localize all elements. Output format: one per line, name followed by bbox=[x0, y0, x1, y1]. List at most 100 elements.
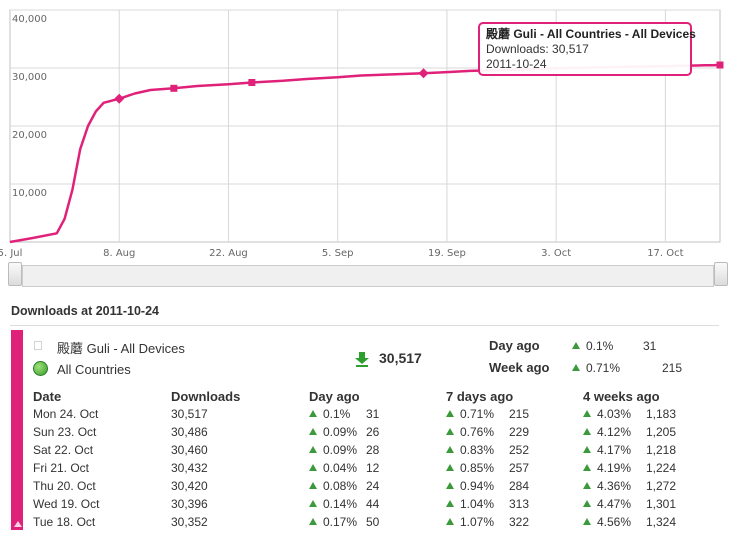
up-arrow-icon bbox=[583, 518, 591, 525]
cell-d-val: 44 bbox=[366, 497, 380, 511]
cell-m-val: 1,205 bbox=[646, 425, 677, 439]
x-tick-label: 3. Oct bbox=[541, 248, 571, 259]
x-tick-label: 8. Aug bbox=[103, 248, 135, 259]
cell-w-pct: 0.71% bbox=[446, 407, 494, 421]
x-tick-label: 5. Jul bbox=[0, 248, 22, 259]
series-color-bar bbox=[11, 330, 23, 530]
table-row: Tue 18. Oct 30,352 0.17% 50 1.07% 322 4.56% 1,3… bbox=[33, 515, 723, 533]
cell-d-pct: 0.09% bbox=[309, 425, 357, 439]
data-point-marker[interactable] bbox=[170, 84, 178, 92]
col-header-4-weeks-ago: 4 weeks ago bbox=[583, 389, 660, 404]
y-tick-label: 20,000 bbox=[12, 130, 47, 141]
cell-w-pct: 0.76% bbox=[446, 425, 494, 439]
cell-w-pct: 1.04% bbox=[446, 497, 494, 511]
y-tick-label: 30,000 bbox=[12, 72, 47, 83]
cell-w-pct: 1.07% bbox=[446, 515, 494, 529]
up-arrow-icon bbox=[446, 446, 454, 453]
scrollbar-left-handle[interactable] bbox=[8, 262, 22, 286]
divider bbox=[10, 325, 719, 326]
data-point-marker[interactable] bbox=[418, 68, 429, 79]
table-row: Sun 23. Oct 30,486 0.09% 26 0.76% 229 4.12% 1,2… bbox=[33, 425, 723, 443]
cell-date: Mon 24. Oct bbox=[33, 407, 99, 421]
cell-m-pct: 4.12% bbox=[583, 425, 631, 439]
day-ago-val: 31 bbox=[643, 339, 657, 353]
x-tick-label: 17. Oct bbox=[647, 248, 683, 259]
cell-d-val: 31 bbox=[366, 407, 380, 421]
cell-w-val: 322 bbox=[509, 515, 530, 529]
cell-downloads: 30,420 bbox=[171, 479, 208, 493]
data-point-marker[interactable] bbox=[114, 93, 125, 104]
data-point-marker[interactable] bbox=[248, 79, 256, 86]
chart-tooltip: 殿蘑 Guli - All Countries - All Devices Do… bbox=[478, 22, 696, 76]
up-arrow-icon bbox=[309, 446, 317, 453]
cell-date: Wed 19. Oct bbox=[33, 497, 100, 511]
cell-d-val: 28 bbox=[366, 443, 380, 457]
up-arrow-icon bbox=[572, 364, 580, 371]
cell-date: Sun 23. Oct bbox=[33, 425, 97, 439]
up-arrow-icon bbox=[572, 342, 580, 349]
week-ago-label: Week ago bbox=[489, 360, 550, 375]
up-arrow-icon bbox=[446, 518, 454, 525]
cell-date: Fri 21. Oct bbox=[33, 461, 90, 475]
countries-label: All Countries bbox=[57, 362, 131, 377]
collapse-triangle-icon[interactable] bbox=[14, 521, 22, 527]
cell-m-val: 1,324 bbox=[646, 515, 677, 529]
up-arrow-icon bbox=[309, 464, 317, 471]
cell-w-val: 229 bbox=[509, 425, 530, 439]
apple-icon:  bbox=[33, 338, 47, 354]
up-arrow-icon bbox=[309, 482, 317, 489]
up-arrow-icon bbox=[446, 410, 454, 417]
scrollbar-right-handle[interactable] bbox=[714, 262, 728, 286]
up-arrow-icon bbox=[583, 428, 591, 435]
cell-w-pct: 0.83% bbox=[446, 443, 494, 457]
tooltip-title: 殿蘑 Guli - All Countries - All Devices bbox=[486, 27, 696, 41]
x-tick-label: 19. Sep bbox=[428, 248, 466, 259]
cell-m-pct: 4.36% bbox=[583, 479, 631, 493]
cell-d-pct: 0.1% bbox=[309, 407, 350, 421]
cell-d-val: 26 bbox=[366, 425, 380, 439]
app-name: 殿蘑 Guli - All Devices bbox=[57, 341, 185, 356]
download-icon bbox=[355, 352, 369, 368]
y-tick-label: 10,000 bbox=[12, 188, 47, 199]
cell-downloads: 30,352 bbox=[171, 515, 208, 529]
cell-m-val: 1,272 bbox=[646, 479, 677, 493]
cell-date: Sat 22. Oct bbox=[33, 443, 94, 457]
data-point-marker[interactable] bbox=[716, 61, 724, 69]
tooltip-downloads: Downloads: 30,517 bbox=[486, 42, 589, 56]
table-row: Wed 19. Oct 30,396 0.14% 44 1.04% 313 4.47% 1,3… bbox=[33, 497, 723, 515]
section-title: Downloads at 2011-10-24 bbox=[11, 304, 159, 318]
cell-w-val: 252 bbox=[509, 443, 530, 457]
cell-w-val: 313 bbox=[509, 497, 530, 511]
col-header-downloads: Downloads bbox=[171, 389, 241, 404]
cell-d-pct: 0.08% bbox=[309, 479, 357, 493]
cell-d-pct: 0.09% bbox=[309, 443, 357, 457]
cell-date: Thu 20. Oct bbox=[33, 479, 96, 493]
up-arrow-icon bbox=[583, 446, 591, 453]
cell-downloads: 30,432 bbox=[171, 461, 208, 475]
cell-w-pct: 0.85% bbox=[446, 461, 494, 475]
cell-w-val: 257 bbox=[509, 461, 530, 475]
chart-navigator-scrollbar[interactable] bbox=[8, 262, 728, 287]
up-arrow-icon bbox=[583, 464, 591, 471]
cell-m-pct: 4.56% bbox=[583, 515, 631, 529]
x-tick-label: 22. Aug bbox=[209, 248, 248, 259]
cell-m-pct: 4.17% bbox=[583, 443, 631, 457]
cell-downloads: 30,460 bbox=[171, 443, 208, 457]
cell-w-pct: 0.94% bbox=[446, 479, 494, 493]
up-arrow-icon bbox=[309, 518, 317, 525]
cell-m-pct: 4.19% bbox=[583, 461, 631, 475]
total-downloads-value: 30,517 bbox=[379, 350, 422, 366]
cell-m-pct: 4.47% bbox=[583, 497, 631, 511]
cell-m-pct: 4.03% bbox=[583, 407, 631, 421]
up-arrow-icon bbox=[446, 428, 454, 435]
up-arrow-icon bbox=[309, 500, 317, 507]
up-arrow-icon bbox=[446, 482, 454, 489]
globe-icon bbox=[33, 361, 48, 376]
x-tick-label: 5. Sep bbox=[322, 248, 354, 259]
cell-m-val: 1,224 bbox=[646, 461, 677, 475]
cell-w-val: 215 bbox=[509, 407, 530, 421]
scrollbar-track[interactable] bbox=[22, 265, 714, 287]
cell-m-val: 1,218 bbox=[646, 443, 677, 457]
cell-date: Tue 18. Oct bbox=[33, 515, 96, 529]
up-arrow-icon bbox=[309, 410, 317, 417]
